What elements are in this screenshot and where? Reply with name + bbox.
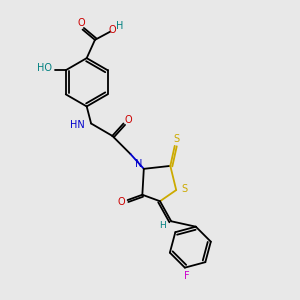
Text: HO: HO (37, 63, 52, 73)
Text: HN: HN (70, 120, 85, 130)
Text: O: O (117, 196, 125, 206)
Text: S: S (182, 184, 188, 194)
Text: O: O (109, 25, 116, 35)
Text: H: H (160, 221, 166, 230)
Text: H: H (116, 21, 123, 31)
Text: F: F (184, 271, 189, 281)
Text: O: O (77, 18, 85, 28)
Text: S: S (173, 134, 179, 144)
Text: O: O (125, 115, 133, 125)
Text: N: N (135, 158, 142, 169)
